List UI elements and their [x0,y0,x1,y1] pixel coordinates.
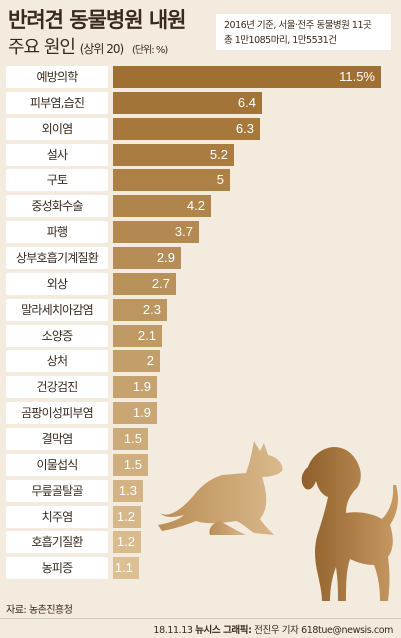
category-label: 설사 [6,143,108,166]
bar-value-label: 2.9 [156,250,175,265]
survey-note-line1: 2016년 기준, 서울·전주 동물병원 11곳 [224,20,372,31]
bar: 1.2 [113,531,141,554]
category-label: 피부염,습진 [6,91,108,114]
bar-value-label: 3.7 [174,224,193,240]
category-label: 구토 [6,169,108,192]
chart-row: 설사 5.2 [0,143,401,166]
bar: 1.5 [113,427,148,450]
chart-row: 농피증 1.1 [0,557,401,580]
subtitle-top20: (상위 20) [79,42,125,56]
bar: 1.9 [113,402,157,425]
dog-illustration [158,441,398,601]
category-label: 상부호흡기계질환 [6,247,108,269]
chart-row: 건강검진 1.9 [0,376,401,399]
bar: 5 [113,169,230,192]
footer-bar: 18.11.13 뉴시스 그래픽: 전진우 기자 618tue@newsis.c… [0,618,401,638]
bar-value-label: 1.9 [132,405,151,421]
bar: 6.4 [113,91,262,114]
bar: 2.9 [113,247,181,269]
bar: 5.2 [113,143,234,166]
bar-value-label: 1.5 [123,430,142,446]
chart-row: 중성화수술 4.2 [0,195,401,218]
dog-lying-icon [158,441,283,535]
category-label: 소양증 [6,324,108,347]
bar: 1.2 [113,505,141,528]
bar-value-label: 2.1 [137,327,156,343]
bar: 11.5% [113,66,381,88]
category-label: 농피증 [6,557,108,580]
bar-value-label: 1.2 [116,508,135,524]
category-label: 파행 [6,221,108,244]
bar-value-label: 2.7 [151,275,170,291]
category-label: 호흡기질환 [6,531,108,554]
category-label: 곰팡이성피부염 [6,402,108,425]
bar-value-label: 1.3 [118,482,137,498]
chart-row: 치주염 1.2 [0,505,401,528]
bar-value-label: 1.5 [123,456,142,472]
survey-note-line2: 총 1만1085마리, 1만5531건 [224,35,337,46]
category-label: 말라세치아감염 [6,298,108,321]
bar-value-label: 1.1 [114,560,133,576]
category-label: 외상 [6,272,108,295]
category-label: 결막염 [6,427,108,450]
category-label: 예방의학 [6,66,108,88]
chart-row: 구토 5 [0,169,401,192]
subtitle-main: 주요 원인 [8,37,76,58]
chart-row: 상부호흡기계질환 2.9 [0,247,401,269]
credit-date: 18.11.13 [153,625,193,636]
bar: 1.3 [113,479,143,502]
bar: 3.7 [113,221,199,244]
category-label: 외이염 [6,117,108,140]
chart-row: 곰팡이성피부염 1.9 [0,402,401,425]
chart-row: 무릎골탈골 1.3 [0,479,401,502]
category-label: 이물섭식 [6,453,108,476]
bar-value-label: 2.3 [142,301,161,317]
dog-sitting-icon [301,447,398,601]
credit-author: 전진우 기자 618tue@newsis.com [254,625,393,636]
chart-row: 결막염 1.5 [0,427,401,450]
chart-row: 호흡기질환 1.2 [0,531,401,554]
bar-value-label: 1.2 [116,534,135,550]
chart-row: 예방의학 11.5% [0,66,401,88]
bar-value-label: 2 [146,353,154,369]
category-label: 중성화수술 [6,195,108,218]
chart-row: 외이염 6.3 [0,117,401,140]
credit-line: 18.11.13 뉴시스 그래픽: 전진우 기자 618tue@newsis.c… [153,622,393,636]
bar: 2.3 [113,298,167,321]
category-label: 상처 [6,350,108,373]
bar: 1.1 [113,557,139,580]
chart-row: 상처 2 [0,350,401,373]
subtitle-unit: (단위: %) [131,45,168,56]
bar-value-label: 5.2 [209,146,228,162]
bar: 4.2 [113,195,211,218]
chart-row: 파행 3.7 [0,221,401,244]
bar-value-label: 6.4 [237,94,256,110]
bar: 1.5 [113,453,148,476]
bar-value-label: 4.2 [186,198,205,214]
page-title: 반려견 동물병원 내원 [8,8,187,32]
bar-value-label: 6.3 [235,120,254,136]
chart-row: 말라세치아감염 2.3 [0,298,401,321]
bar: 2 [113,350,160,373]
survey-note-box: 2016년 기준, 서울·전주 동물병원 11곳 총 1만1085마리, 1만5… [216,14,391,50]
credit-agency: 뉴시스 그래픽: [195,625,252,636]
source-text: 자료: 농촌진흥청 [6,605,73,616]
bar: 2.7 [113,272,176,295]
chart-row: 외상 2.7 [0,272,401,295]
chart-row: 소양증 2.1 [0,324,401,347]
page-subtitle: 주요 원인 (상위 20) (단위: %) [8,33,168,59]
chart-row: 피부염,습진 6.4 [0,91,401,114]
category-label: 치주염 [6,505,108,528]
bar-value-label: 1.9 [132,379,151,395]
bar-value-label: 11.5% [339,69,375,84]
bar: 1.9 [113,376,157,399]
category-label: 무릎골탈골 [6,479,108,502]
chart-row: 이물섭식 1.5 [0,453,401,476]
bar-value-label: 5 [216,172,224,188]
category-label: 건강검진 [6,376,108,399]
bar: 6.3 [113,117,260,140]
bar: 2.1 [113,324,162,347]
